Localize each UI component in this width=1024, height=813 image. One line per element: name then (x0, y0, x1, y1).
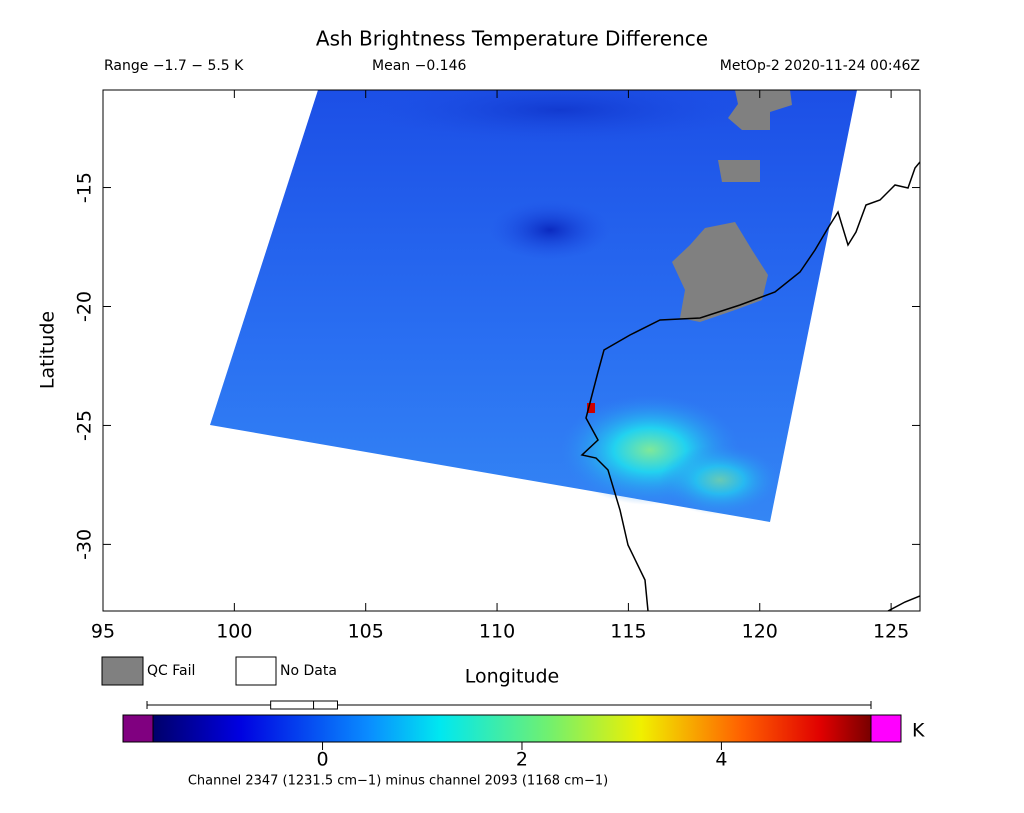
qc-fail-region (718, 160, 760, 182)
plot-frame (102, 89, 921, 612)
mean-text: Mean −0.146 (372, 58, 466, 74)
coastline (580, 161, 920, 611)
coastline (887, 595, 920, 611)
colorbar-unit: K (912, 720, 925, 742)
x-tick-label: 105 (348, 621, 384, 643)
x-axis-label: Longitude (465, 666, 560, 688)
colorbar-tick-label: 0 (316, 749, 328, 771)
legend-swatch-qc-fail (101, 656, 144, 686)
qc-fail-region (672, 222, 768, 322)
colorbar (152, 714, 872, 743)
source-text: MetOp-2 2020-11-24 00:46Z (720, 58, 920, 74)
warm-region (660, 445, 780, 515)
footnote: Channel 2347 (1231.5 cm−1) minus channel… (188, 774, 608, 789)
x-tick-label: 110 (479, 621, 515, 643)
x-tick-label: 100 (216, 621, 252, 643)
legend-label: No Data (280, 663, 337, 679)
map-area (210, 90, 920, 611)
y-tick-label: -25 (74, 410, 96, 441)
colorbar-tick-label: 2 (516, 749, 528, 771)
colorbar-over (870, 714, 902, 743)
colorbar-under (122, 714, 154, 743)
x-tick-label: 120 (742, 621, 778, 643)
x-tick-label: 95 (91, 621, 115, 643)
legend-swatch-no-data (235, 656, 277, 686)
hot-pixel (587, 403, 595, 413)
title: Ash Brightness Temperature Difference (316, 27, 708, 51)
cold-region (490, 200, 610, 260)
legend-label: QC Fail (147, 663, 195, 679)
x-tick-label: 125 (873, 621, 909, 643)
cold-region (360, 90, 760, 145)
y-axis-label: Latitude (37, 311, 59, 389)
y-tick-label: -20 (74, 291, 96, 322)
range-text: Range −1.7 − 5.5 K (104, 58, 244, 74)
boxplot-box (270, 700, 338, 710)
y-tick-label: -15 (74, 172, 96, 203)
colorbar-tick-label: 4 (715, 749, 727, 771)
qc-fail-region (728, 90, 792, 130)
x-tick-label: 115 (610, 621, 646, 643)
y-tick-label: -30 (74, 529, 96, 560)
